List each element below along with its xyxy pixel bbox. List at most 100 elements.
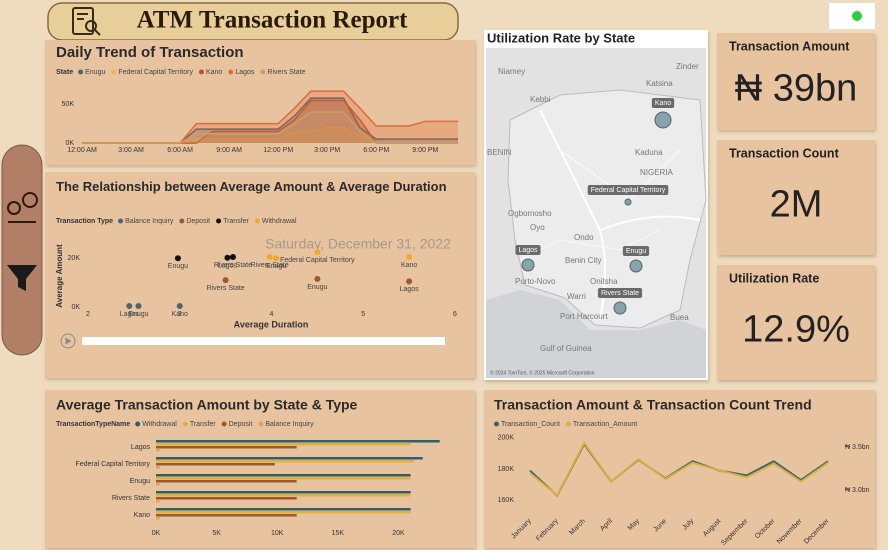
legend-swatch bbox=[228, 69, 234, 75]
bar bbox=[156, 440, 440, 443]
map-bubble bbox=[624, 198, 632, 206]
map-bubble-label: Rivers State bbox=[601, 290, 639, 297]
legend-swatch bbox=[182, 421, 188, 427]
map-bubble-label-bg bbox=[587, 185, 669, 195]
bar bbox=[156, 466, 160, 469]
y-tick-label: 200K bbox=[498, 435, 515, 442]
area-fill bbox=[82, 91, 458, 143]
card-value: 2M bbox=[770, 184, 823, 226]
point-label: Enugu bbox=[128, 311, 148, 318]
y-tick-label: 20K bbox=[68, 255, 81, 262]
map-place: Benin City bbox=[565, 256, 601, 265]
x-tick-label: 12:00 PM bbox=[263, 147, 293, 154]
legend-label: Federal Capital Territory bbox=[118, 69, 193, 76]
report-title: ATM Transaction Report bbox=[137, 7, 408, 34]
map-place: Oyo bbox=[530, 223, 545, 232]
y-axis-title: Average Amount bbox=[55, 244, 64, 308]
x-axis-title: Average Duration bbox=[234, 319, 309, 329]
bar bbox=[156, 463, 275, 466]
map-place: Ondo bbox=[574, 233, 594, 242]
map-title: Utilization Rate by State bbox=[487, 30, 635, 45]
card-title: Transaction Count bbox=[729, 146, 840, 160]
y-tick-label: 160K bbox=[498, 497, 515, 504]
map-place: BENIN bbox=[487, 148, 512, 157]
panel bbox=[45, 172, 475, 378]
panel bbox=[45, 40, 475, 165]
map-place: Ogbomosho bbox=[508, 209, 552, 218]
legend-label: Rivers State bbox=[267, 69, 305, 76]
point-label: Lagos bbox=[218, 263, 238, 270]
legend-label: Withdrawal bbox=[262, 218, 297, 225]
bar bbox=[156, 494, 411, 497]
legend-swatch bbox=[258, 421, 264, 427]
legend-label: Transaction_Amount bbox=[573, 421, 637, 428]
bar bbox=[156, 474, 411, 477]
map-bubble bbox=[654, 111, 672, 129]
map-place: NIGERIA bbox=[640, 168, 674, 177]
map-bubble bbox=[629, 259, 643, 273]
line bbox=[529, 440, 829, 497]
map-place: Katsina bbox=[646, 79, 673, 88]
y2-tick-label: ₦ 3.5bn bbox=[845, 444, 870, 451]
map-bubble-label: Enugu bbox=[626, 248, 646, 255]
bar bbox=[156, 449, 160, 452]
y-tick-label: Lagos bbox=[131, 444, 151, 451]
y-tick-label: 0K bbox=[71, 304, 80, 311]
legend-label: Balance Inquiry bbox=[265, 421, 314, 428]
scatter-point bbox=[224, 254, 231, 261]
legend-label: Transfer bbox=[190, 421, 216, 428]
x-tick-label: 12:00 AM bbox=[67, 147, 97, 154]
panel bbox=[45, 390, 475, 548]
map-place: Gulf of Guinea bbox=[540, 344, 592, 353]
map-river bbox=[539, 109, 701, 321]
card-value: 12.9% bbox=[742, 309, 850, 351]
scatter-point bbox=[135, 303, 142, 310]
scatter-point bbox=[406, 278, 413, 285]
map-place: Kaduna bbox=[635, 148, 663, 157]
map-attribution: © 2024 TomTom, © 2025 Microsoft Corporat… bbox=[490, 369, 595, 376]
map-place: Zinder bbox=[676, 62, 699, 71]
legend-swatch bbox=[179, 218, 185, 224]
filter-icon[interactable] bbox=[7, 265, 37, 291]
legend-label: Deposit bbox=[186, 218, 210, 225]
area-fill bbox=[82, 112, 458, 143]
scatter-point bbox=[126, 303, 133, 310]
legend-swatch bbox=[254, 218, 260, 224]
legend-label: Withdrawal bbox=[142, 421, 177, 428]
bar bbox=[156, 457, 423, 460]
annotation: Saturday, December 31, 2022 bbox=[265, 236, 451, 252]
legend-label: Transaction_Count bbox=[501, 421, 560, 428]
y2-tick-label: ₦ 3.0bn bbox=[845, 487, 870, 494]
legend-label: Transfer bbox=[223, 218, 249, 225]
point-label: Lagos bbox=[400, 286, 420, 293]
map-bubble-label-bg bbox=[597, 288, 643, 298]
scatter-point bbox=[273, 255, 280, 262]
map-bubble bbox=[613, 301, 627, 315]
map-bubble-label: Federal Capital Territory bbox=[591, 187, 666, 194]
point-label: Enugu bbox=[168, 263, 188, 270]
legend-label: Enugu bbox=[85, 69, 105, 76]
map-bubble bbox=[521, 258, 535, 272]
bar bbox=[156, 443, 411, 446]
point-label: Enugu bbox=[307, 284, 327, 291]
scatter-point bbox=[314, 249, 321, 256]
x-tick-label: 3 bbox=[178, 311, 182, 318]
scatter-point bbox=[176, 303, 183, 310]
x-tick-label: 9:00 PM bbox=[412, 147, 438, 154]
scatter-point bbox=[174, 255, 181, 262]
point-label: Enugu bbox=[266, 263, 286, 270]
x-tick-label: 4 bbox=[270, 311, 274, 318]
legend-label: Balance Inquiry bbox=[125, 218, 174, 225]
x-tick-label: 5K bbox=[212, 530, 221, 537]
y-tick-label: 0K bbox=[65, 140, 74, 147]
x-tick-label: 6 bbox=[453, 311, 457, 318]
y-tick-label: 50K bbox=[62, 101, 75, 108]
app-icon bbox=[852, 11, 862, 21]
play-button[interactable] bbox=[60, 333, 76, 349]
bar bbox=[156, 460, 415, 463]
filter-pane[interactable] bbox=[1, 144, 43, 356]
play-track[interactable] bbox=[82, 337, 445, 345]
map-bubble-label: Kano bbox=[655, 100, 671, 107]
y-tick-label: Kano bbox=[134, 512, 150, 519]
map-place: Niamey bbox=[498, 67, 525, 76]
